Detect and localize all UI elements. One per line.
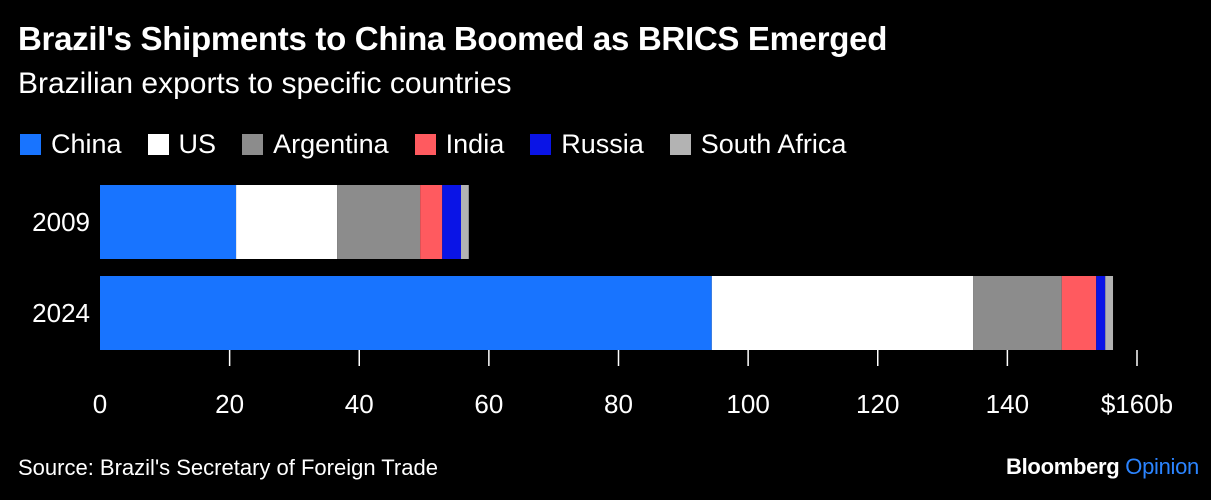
legend-swatch [242,134,264,155]
legend-swatch [669,134,691,155]
category-label: 2024 [32,298,90,328]
x-tick-label: 140 [986,389,1029,419]
x-tick-label: 80 [604,389,633,419]
brand-name: Bloomberg [1006,454,1120,479]
bar-segment-india-2009 [420,185,443,259]
legend-swatch [414,134,436,155]
x-tick-label: 0 [93,389,107,419]
legend-swatch [530,134,552,155]
legend-item: Russia [530,129,644,160]
legend-item: China [20,129,122,160]
source-note: Source: Brazil's Secretary of Foreign Tr… [18,455,438,480]
chart-title: Brazil's Shipments to China Boomed as BR… [18,20,888,57]
bar-segment-south-africa-2024 [1105,276,1114,350]
x-tick-label: 120 [856,389,899,419]
bar-segment-india-2024 [1061,276,1097,350]
bar-segment-south-africa-2009 [461,185,469,259]
brand-logo: Bloomberg Opinion [1006,454,1199,480]
bar-segment-russia-2009 [442,185,462,259]
bar-segment-argentina-2009 [337,185,421,259]
x-tick-label: 100 [726,389,769,419]
legend-label: South Africa [700,129,847,159]
legend-label: Russia [561,129,644,159]
x-tick-label: 40 [345,389,374,419]
chart-subtitle: Brazilian exports to specific countries [18,67,512,100]
bar-segment-us-2024 [711,276,974,350]
x-tick-label: $160b [1101,389,1173,419]
legend-item: India [414,129,505,160]
brand-accent: Opinion [1125,454,1199,479]
legend-label: China [51,129,122,159]
legend-item: South Africa [669,129,847,160]
bar-segment-china-2009 [100,185,237,259]
legend-swatch [147,134,169,155]
legend-label: Argentina [273,129,389,159]
legend-item: Argentina [242,129,389,160]
legend-item: US [147,129,217,160]
bar-segment-argentina-2024 [973,276,1062,350]
category-label: 2009 [32,207,90,237]
stacked-bar-chart: 2009 2024 0 20 40 60 80 100 120 140 $160b [32,185,1173,419]
legend-label: US [178,129,217,159]
bar-segment-us-2009 [236,185,338,259]
x-tick-label: 20 [215,389,244,419]
bar-segment-russia-2024 [1096,276,1106,350]
bar-segment-china-2024 [100,276,712,350]
legend-swatch [20,134,41,155]
legend: China US Argentina India Russia South Africa [20,129,846,160]
x-tick-label: 60 [474,389,503,419]
legend-label: India [445,129,505,159]
